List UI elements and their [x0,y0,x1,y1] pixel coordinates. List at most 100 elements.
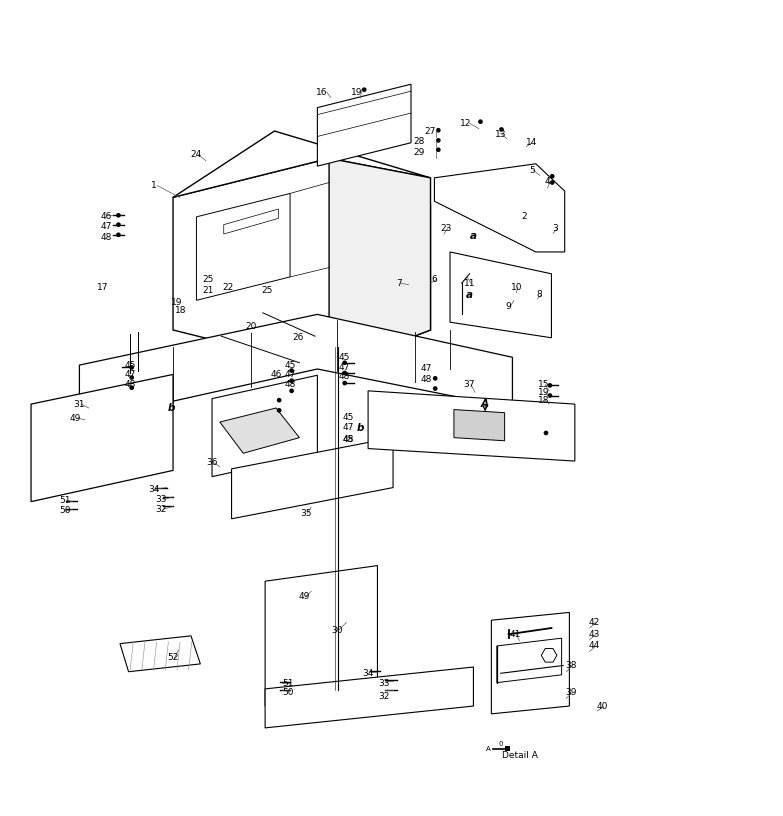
Circle shape [129,385,134,390]
Bar [504,746,510,752]
Text: 11: 11 [464,279,475,288]
Text: 2: 2 [521,212,527,221]
Text: 47: 47 [339,363,350,372]
Text: 41: 41 [509,630,521,639]
Polygon shape [329,158,431,369]
Text: 43: 43 [589,630,600,639]
Circle shape [277,408,282,413]
Circle shape [478,119,483,124]
Text: 32: 32 [156,505,167,514]
Text: a: a [466,290,473,299]
Circle shape [342,370,347,375]
Polygon shape [173,158,431,369]
Polygon shape [220,408,299,453]
Text: 25: 25 [203,275,214,284]
Text: 48: 48 [421,375,432,384]
Text: 38: 38 [565,661,577,670]
Text: 46: 46 [270,370,282,379]
Circle shape [543,431,548,435]
Circle shape [129,365,134,370]
Text: 18: 18 [175,306,186,315]
Text: b: b [168,403,175,413]
Text: 28: 28 [413,136,424,146]
Text: A: A [485,746,491,752]
Text: 7: 7 [396,279,402,288]
Text: 45: 45 [343,413,354,422]
Text: 48: 48 [339,372,350,381]
Text: 19: 19 [538,388,550,397]
Polygon shape [541,649,557,662]
Text: 49: 49 [298,592,310,601]
Text: 42: 42 [589,618,600,627]
Text: 16: 16 [316,87,327,96]
Text: 45: 45 [343,435,354,444]
Polygon shape [31,375,173,502]
Text: 36: 36 [206,458,218,467]
Circle shape [436,148,441,152]
Text: 15: 15 [538,380,550,389]
Text: 0: 0 [499,741,503,747]
Text: 9: 9 [506,302,511,311]
Text: 39: 39 [565,688,577,698]
Text: 1: 1 [150,181,157,190]
Text: 22: 22 [222,282,233,291]
Text: 47: 47 [124,370,135,379]
Text: 40: 40 [597,703,608,712]
Text: 17: 17 [97,282,109,291]
Text: 8: 8 [537,290,543,299]
Polygon shape [450,252,551,338]
Circle shape [433,386,438,391]
Circle shape [550,174,554,179]
Text: 12: 12 [460,118,471,128]
Text: Detail A: Detail A [503,752,538,761]
Polygon shape [173,131,431,197]
Text: 48: 48 [343,435,354,444]
Text: 35: 35 [300,509,312,518]
Circle shape [289,379,294,383]
Text: 18: 18 [538,396,550,405]
Text: 47: 47 [343,423,354,432]
Polygon shape [497,638,561,683]
Text: 45: 45 [124,361,135,370]
Text: a: a [470,232,477,242]
Polygon shape [317,84,411,166]
Polygon shape [232,437,393,519]
Text: 21: 21 [203,286,214,295]
Circle shape [129,375,134,380]
Text: 47: 47 [101,222,113,231]
Circle shape [362,87,366,92]
Text: 19: 19 [171,298,182,307]
Polygon shape [435,164,565,252]
Text: 47: 47 [421,365,432,374]
Circle shape [342,361,347,365]
Circle shape [436,138,441,143]
Polygon shape [368,391,575,461]
Text: 34: 34 [363,669,373,678]
Text: 51: 51 [60,495,71,504]
Circle shape [547,393,552,398]
Text: 33: 33 [156,494,167,503]
Circle shape [547,383,552,388]
Text: 33: 33 [378,679,389,688]
Circle shape [289,388,294,393]
Text: 44: 44 [589,641,600,650]
Text: 30: 30 [331,626,343,635]
Polygon shape [212,375,317,477]
Text: 10: 10 [511,282,522,291]
Text: 48: 48 [101,233,113,242]
Text: 29: 29 [413,148,424,157]
Circle shape [500,127,503,132]
Text: 48: 48 [124,380,135,389]
Text: 45: 45 [339,353,350,361]
Text: 14: 14 [526,138,538,147]
Polygon shape [120,636,200,672]
Text: 34: 34 [148,485,159,494]
Circle shape [550,180,554,185]
Text: 50: 50 [283,688,294,698]
Text: 26: 26 [292,333,304,342]
Circle shape [436,128,441,132]
Text: 27: 27 [425,126,436,135]
Text: 23: 23 [440,224,452,233]
Circle shape [433,376,438,381]
Circle shape [116,222,121,227]
